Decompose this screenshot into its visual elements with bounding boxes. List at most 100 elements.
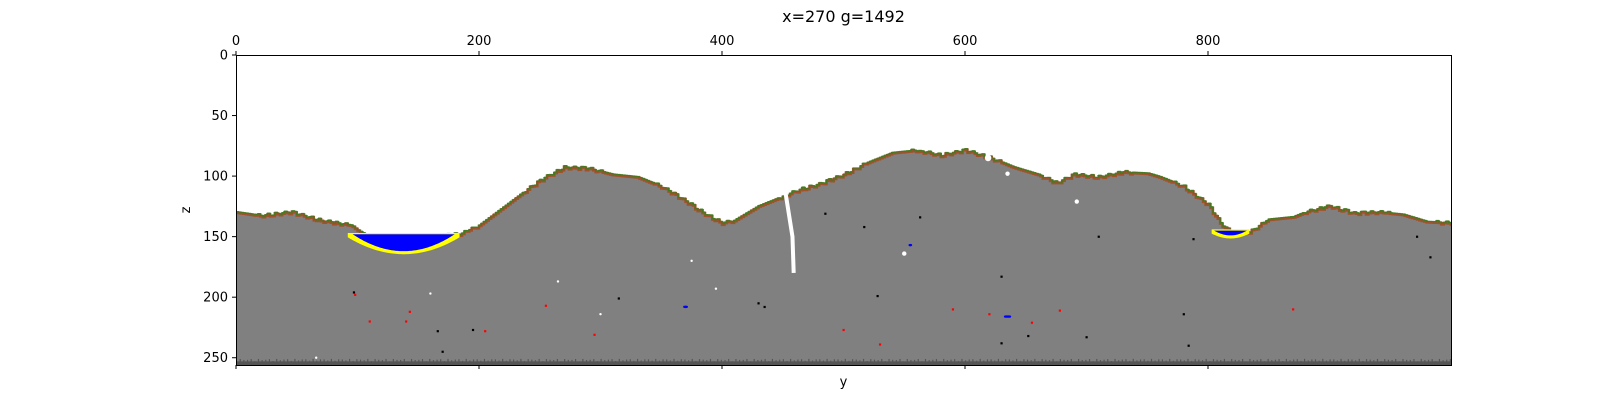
bedrock-speckle [509,359,511,363]
bedrock-speckle [1194,359,1196,363]
bedrock-speckle [593,359,595,363]
bedrock-speckle [352,360,354,363]
bedrock-speckle [731,361,733,363]
bedrock-speckle [684,359,686,363]
bedrock-speckle [1293,359,1295,363]
bedrock-speckle [502,358,504,363]
ore-block [878,343,882,346]
ore-block [544,304,548,307]
bedrock-speckle [1063,359,1065,363]
bedrock-speckle [1282,360,1284,363]
x-axis: 0 200 400 600 800 [232,34,1221,369]
bedrock-speckle [1150,358,1153,363]
bedrock-speckle [830,360,832,363]
bedrock-speckle [1260,359,1262,363]
bedrock-speckle [800,359,803,363]
ore-block [951,308,955,311]
bedrock-speckle [1154,360,1156,363]
bedrock-speckle [1249,358,1251,363]
bedrock-speckle [884,361,887,363]
bedrock-speckle [1037,361,1040,363]
ore-block [876,294,879,298]
ore-block [436,330,439,333]
bedrock-speckle [1092,361,1094,363]
bedrock-speckle [669,360,671,363]
bedrock-speckle [1158,359,1160,363]
ore-block [1000,275,1003,278]
bedrock-speckle [1322,358,1324,363]
bedrock-speckle [928,360,930,363]
bedrock-speckle [950,359,952,363]
bedrock-speckle [1274,359,1277,363]
bedrock-speckle [578,361,580,363]
bedrock-speckle [385,358,387,363]
bedrock-speckle [910,359,912,363]
bedrock-speckle [429,358,431,363]
ore-block [1192,238,1195,241]
bedrock-speckle [1325,360,1328,363]
bedrock-speckle [841,360,843,363]
bedrock-speckle [1067,359,1069,363]
bedrock-speckle [294,358,296,363]
bedrock-speckle [709,358,712,363]
bedrock-speckle [888,359,890,363]
ore-block [617,297,620,300]
bedrock-speckle [374,359,376,363]
bedrock-speckle [972,359,974,363]
bedrock-speckle [1099,360,1102,363]
bedrock-speckle [1005,359,1007,363]
bedrock-speckle [421,359,424,363]
bedrock-speckle [760,359,763,363]
bedrock-speckle [389,361,391,363]
bedrock-speckle [1351,359,1353,363]
bedrock-speckle [844,358,846,363]
bedrock-speckle [1384,359,1386,363]
bedrock-speckle [939,361,941,363]
bedrock-speckle [1125,359,1127,363]
bedrock-speckle [749,361,752,363]
bedrock-speckle [779,359,781,363]
bedrock-speckle [881,358,883,363]
bedrock-speckle [1314,359,1317,363]
ore-block [1058,309,1061,312]
bedrock-speckle [965,360,967,363]
ore-block [824,212,827,215]
bedrock-speckle [990,359,992,363]
x-tick-label: 800 [1196,34,1221,49]
bedrock-speckle [713,361,715,363]
x-tick-label: 200 [467,34,492,49]
bedrock-speckle [1303,358,1306,363]
bedrock-speckle [465,358,467,363]
water-pocket [683,305,688,309]
y-axis: 0 50 100 150 200 250 [203,49,236,366]
bedrock-speckle [1070,358,1072,363]
bedrock-speckle [1074,361,1076,363]
bedrock-speckle [1190,360,1193,363]
bedrock-speckle [892,359,894,363]
bedrock-speckle [742,359,744,363]
bedrock-speckle [330,358,332,363]
bedrock-speckle [622,360,624,363]
bedrock-speckle [822,360,825,363]
bedrock-speckle [272,361,274,363]
bedrock-speckle [1059,359,1061,363]
bedrock-speckle [1016,358,1018,363]
bedrock-speckle [359,359,362,363]
bedrock-speckle [1238,359,1240,363]
bedrock-speckle [724,360,726,363]
bedrock-speckle [903,361,905,363]
bedrock-speckle [954,359,956,363]
bedrock-speckle [1008,359,1010,363]
bedrock-speckle [720,359,722,363]
bedrock-layer [236,361,1451,365]
ore-block [1030,321,1034,324]
bedrock-speckle [1311,359,1313,363]
bedrock-speckle [1212,359,1215,363]
bedrock-speckle [545,359,548,363]
bedrock-speckle [461,360,464,363]
bedrock-speckle [848,360,850,363]
bedrock-speckle [480,360,482,363]
bedrock-speckle [968,359,970,363]
bedrock-speckle [1026,359,1029,363]
bedrock-speckle [935,359,938,363]
